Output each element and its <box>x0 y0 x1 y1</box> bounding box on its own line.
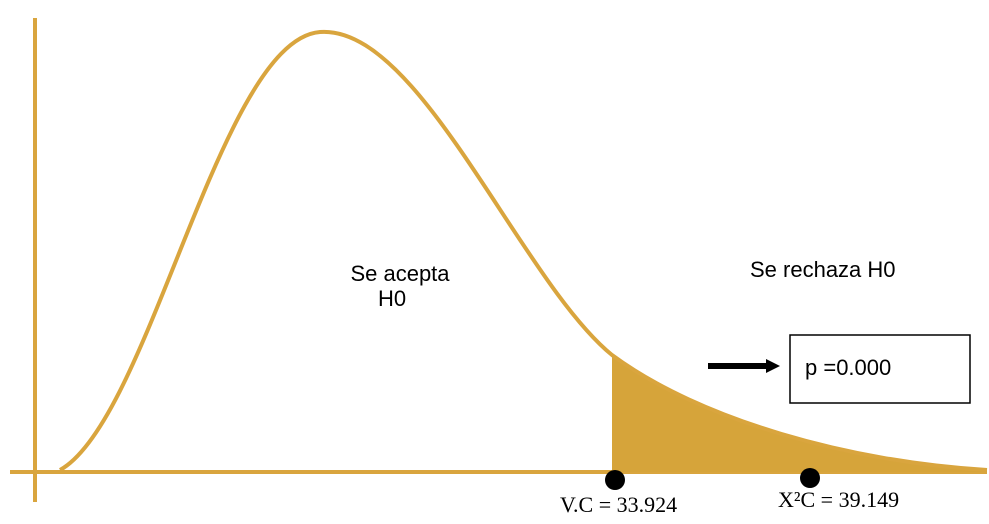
accept-label: Se acepta <box>350 261 450 286</box>
p-value-label: p =0.000 <box>805 355 891 380</box>
statistic-label: X²C = 39.149 <box>778 487 899 512</box>
arrow-head <box>766 359 780 373</box>
p-value-box <box>789 334 971 404</box>
rejection-area <box>612 355 987 472</box>
critical-value-point <box>605 470 625 490</box>
accept-label: H0 <box>378 286 406 311</box>
critical-value-label: V.C = 33.924 <box>560 492 677 517</box>
statistic-point <box>800 468 820 488</box>
distribution-curve <box>59 29 988 472</box>
reject-label: Se rechaza H0 <box>750 257 896 282</box>
